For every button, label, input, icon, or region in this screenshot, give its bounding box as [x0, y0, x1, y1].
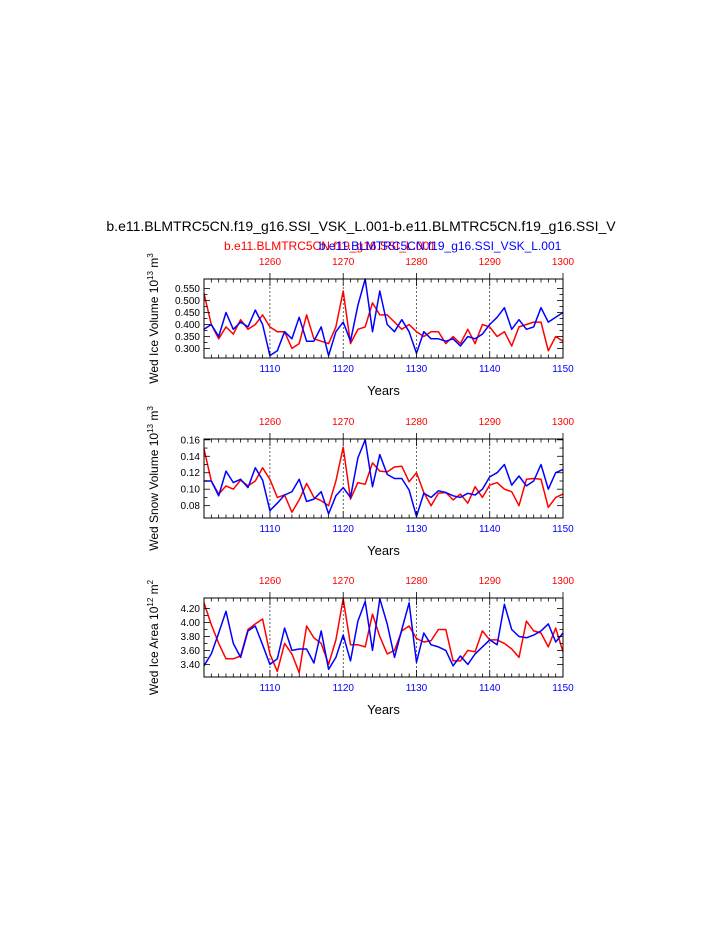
- y-tick-label: 3.40: [181, 660, 201, 671]
- x-tick-label-bottom: 1110: [260, 683, 281, 694]
- series-line-red: [203, 290, 564, 352]
- y-tick-label: 3.80: [181, 632, 201, 643]
- y-axis-title-ylabel-unit-exp: 3: [146, 253, 155, 258]
- y-axis-title: Wed Ice Area 1012 m2: [146, 579, 161, 695]
- y-tick-label: 0.12: [181, 468, 201, 479]
- x-tick-label-bottom: 1130: [406, 683, 428, 694]
- y-tick-label: 3.60: [181, 646, 201, 657]
- plot-frame: [203, 438, 564, 519]
- x-tick-label-bottom: 1150: [552, 683, 574, 694]
- x-tick-label-top: 1300: [552, 576, 575, 587]
- y-tick-label: 0.16: [181, 435, 201, 446]
- x-axis-title: Years: [367, 543, 400, 558]
- x-tick-label-bottom: 1110: [260, 364, 281, 375]
- x-tick-label-top: 1260: [259, 576, 282, 587]
- x-axis-title: Years: [367, 383, 400, 398]
- y-tick-label: 0.450: [175, 308, 200, 319]
- y-axis-title-ylabel-unit-exp: 3: [146, 406, 155, 411]
- series-line-red: [203, 446, 564, 513]
- x-tick-label-bottom: 1140: [479, 364, 501, 375]
- legend-blue-label: b.e11.BLMTRC5CN.f19_g16.SSI_VSK_L.001: [319, 239, 562, 253]
- legend-red-label: b.e11.BLMTRC5CN.f19_g16.SSI_L.001: [224, 239, 436, 253]
- y-axis-title-ylabel-unit: m: [147, 584, 161, 597]
- y-axis-title-ylabel-exp: 13: [146, 423, 155, 432]
- y-tick-label: 0.500: [175, 296, 200, 307]
- y-axis-title-ylabel-exp: 13: [146, 270, 155, 279]
- y-axis-title-ylabel: Wed Ice Volume 10: [147, 280, 161, 384]
- x-tick-label-bottom: 1120: [332, 524, 354, 535]
- x-tick-label-bottom: 1130: [406, 524, 428, 535]
- y-axis-title-ylabel-exp: 12: [146, 597, 155, 606]
- chart-panels: 1110 1120 1130 1140 1150 1260 1270 1280 1290 1300…: [146, 253, 575, 717]
- x-tick-label-top: 1260: [259, 257, 282, 268]
- x-tick-label-bottom: 1140: [479, 524, 501, 535]
- plot-frame: [203, 597, 564, 678]
- x-tick-label-bottom: 1120: [332, 683, 354, 694]
- chart-panel-2: 1110 1120 1130 1140 1150 1260 1270 1280 1290 1300…: [146, 406, 575, 558]
- series-line-blue: [204, 439, 564, 518]
- chart-panel-3: 1110 1120 1130 1140 1150 1260 1270 1280 1290 1300…: [146, 576, 575, 717]
- x-axis-title: Years: [367, 702, 400, 717]
- series-line-red: [203, 597, 564, 674]
- x-tick-label-top: 1300: [552, 417, 575, 428]
- page-title: b.e11.BLMTRC5CN.f19_g16.SSI_VSK_L.001-b.…: [106, 218, 616, 234]
- series-line-blue: [203, 597, 564, 671]
- x-tick-label-top: 1290: [479, 417, 502, 428]
- chart-panel-1: 1110 1120 1130 1140 1150 1260 1270 1280 1290 1300…: [146, 253, 575, 398]
- x-tick-label-top: 1270: [332, 576, 355, 587]
- y-tick-label: 0.10: [181, 485, 201, 496]
- y-axis-title-ylabel-unit: m: [147, 411, 161, 424]
- x-tick-label-bottom: 1150: [552, 524, 574, 535]
- x-tick-label-top: 1280: [405, 417, 428, 428]
- y-axis-title: Wed Ice Volume 1013 m3: [146, 253, 161, 384]
- y-tick-label: 4.00: [181, 618, 201, 629]
- y-tick-label: 0.14: [181, 452, 201, 463]
- y-tick-label: 4.20: [181, 604, 201, 615]
- x-tick-label-bottom: 1120: [332, 364, 354, 375]
- x-tick-label-bottom: 1140: [479, 683, 501, 694]
- y-axis-title-ylabel: Wed Ice Area 10: [147, 606, 161, 695]
- y-tick-label: 0.08: [181, 501, 201, 512]
- x-tick-label-top: 1270: [332, 257, 355, 268]
- x-tick-label-top: 1280: [405, 257, 428, 268]
- y-axis-title: Wed Snow Volume 1013 m3: [146, 406, 161, 551]
- x-tick-label-top: 1280: [405, 576, 428, 587]
- x-tick-label-bottom: 1150: [552, 364, 574, 375]
- y-axis-title-ylabel-unit-exp: 2: [146, 579, 155, 584]
- y-tick-label: 0.550: [175, 284, 200, 295]
- x-tick-label-top: 1290: [479, 257, 502, 268]
- x-tick-label-bottom: 1110: [260, 524, 281, 535]
- x-tick-label-top: 1270: [332, 417, 355, 428]
- y-tick-label: 0.300: [175, 344, 200, 355]
- x-tick-label-top: 1300: [552, 257, 575, 268]
- plot-frame: [203, 278, 564, 359]
- x-tick-label-bottom: 1130: [406, 364, 428, 375]
- series-line-blue: [203, 278, 564, 357]
- y-axis-title-ylabel: Wed Snow Volume 10: [147, 433, 161, 551]
- y-tick-label: 0.350: [175, 332, 200, 343]
- y-axis-title-ylabel-unit: m: [147, 258, 161, 271]
- x-tick-label-top: 1290: [479, 576, 502, 587]
- y-tick-label: 0.400: [175, 320, 200, 331]
- x-tick-label-top: 1260: [259, 417, 282, 428]
